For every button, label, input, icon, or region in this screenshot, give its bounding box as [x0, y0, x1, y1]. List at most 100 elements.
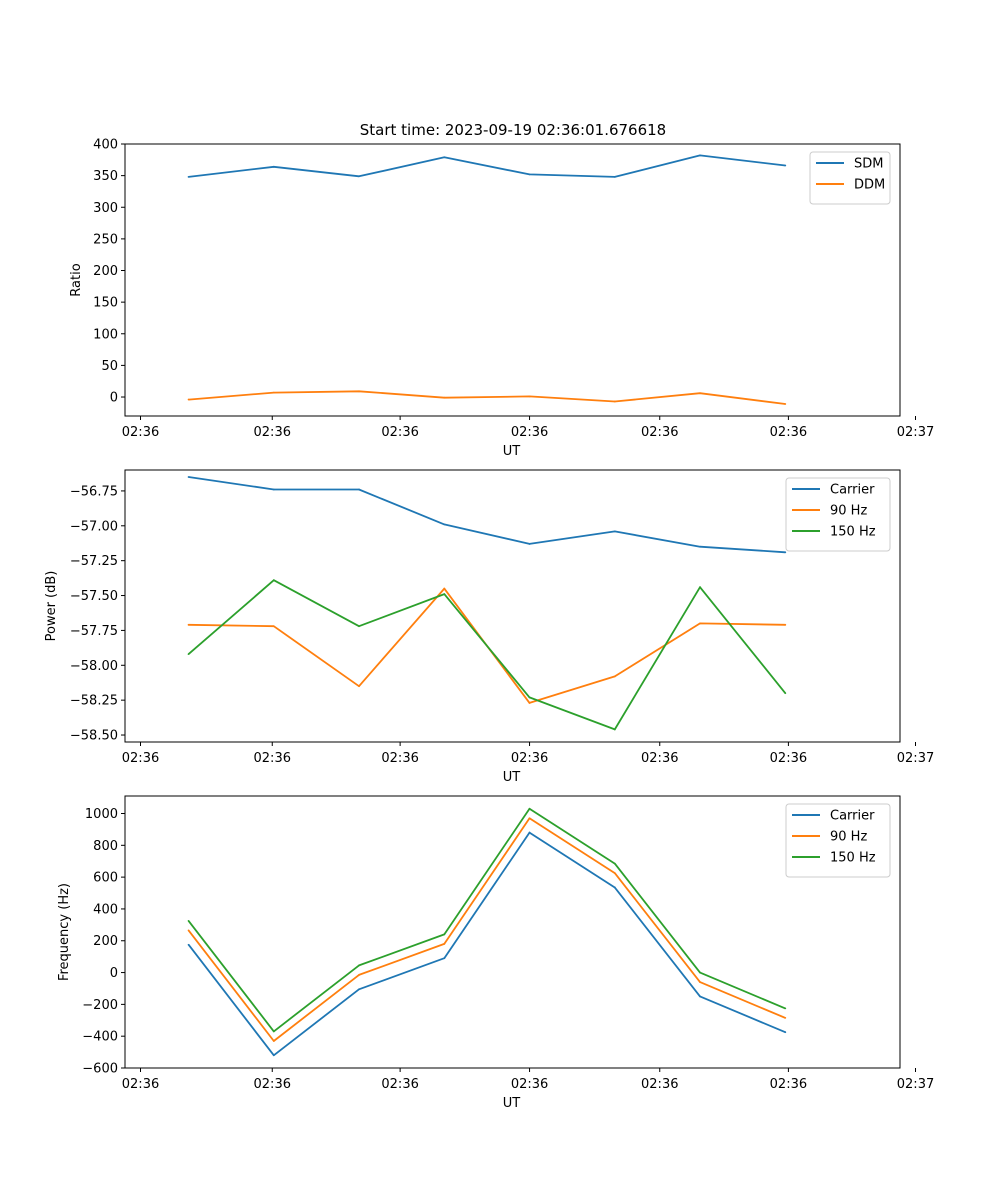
- legend: [785, 803, 891, 878]
- y-tick-label: 400: [93, 138, 118, 153]
- y-tick-label: 100: [93, 327, 118, 342]
- y-tick-label: 1000: [85, 807, 118, 822]
- data-point: [272, 579, 275, 582]
- x-tick-label: 02:36: [381, 425, 418, 440]
- data-point: [443, 933, 446, 936]
- data-point: [272, 391, 275, 394]
- x-axis-label: UT: [503, 444, 521, 459]
- y-tick-label: −58.25: [70, 694, 118, 709]
- data-point: [358, 988, 360, 991]
- data-point: [613, 862, 616, 865]
- data-point: [613, 175, 616, 178]
- data-point: [443, 593, 446, 596]
- x-tick-label: 02:36: [770, 751, 807, 766]
- y-tick-label: −57.75: [70, 624, 118, 639]
- data-point: [358, 625, 360, 628]
- data-point: [528, 543, 531, 545]
- series-line-ddm: [188, 390, 786, 405]
- y-tick-label: 150: [93, 296, 118, 311]
- data-point: [358, 390, 360, 393]
- legend: [809, 151, 891, 205]
- data-point: [699, 392, 701, 395]
- data-point: [784, 692, 787, 695]
- axes-frame: [124, 143, 901, 417]
- data-point: [272, 625, 275, 628]
- data-point: [358, 175, 360, 178]
- data-point: [784, 623, 787, 626]
- y-tick-label: 0: [110, 391, 118, 406]
- y-tick-label: −57.00: [70, 519, 118, 534]
- data-point: [272, 1054, 275, 1057]
- data-point: [699, 971, 701, 974]
- axes-frame: [124, 469, 901, 743]
- legend-label: 150 Hz: [830, 851, 876, 866]
- data-point: [784, 164, 787, 167]
- legend-label: 150 Hz: [830, 525, 876, 540]
- frequency-plot: −600 −400 −200 0 200 400 600 800 1000 02:36 02:36 0…: [57, 795, 934, 1111]
- x-axis-label: UT: [503, 1096, 521, 1111]
- x-tick-label: 02:36: [641, 1077, 678, 1092]
- data-point: [528, 807, 531, 810]
- data-point: [699, 622, 701, 625]
- x-tick-label: 02:36: [511, 751, 548, 766]
- figure-title: Start time: 2023-09-19 02:36:01.676618: [360, 121, 666, 139]
- x-tick-label: 02:37: [897, 425, 934, 440]
- data-point: [443, 587, 446, 590]
- data-point: [699, 154, 701, 157]
- data-point: [443, 523, 446, 526]
- x-tick-label: 02:36: [511, 1077, 548, 1092]
- series-line-sdm: [188, 154, 786, 178]
- y-tick-label: 350: [93, 169, 118, 184]
- legend-label: DDM: [854, 178, 885, 193]
- data-point: [187, 398, 190, 401]
- x-tick-label: 02:36: [122, 1077, 159, 1092]
- data-point: [443, 943, 446, 945]
- data-point: [272, 1030, 275, 1033]
- y-tick-label: −600: [82, 1062, 118, 1077]
- data-point: [528, 173, 531, 176]
- y-axis-label: Power (dB): [44, 571, 59, 642]
- data-point: [272, 488, 275, 491]
- data-point: [528, 831, 531, 834]
- axes-frame: [124, 795, 901, 1069]
- data-point: [187, 653, 190, 656]
- series-line-150-hz: [187, 807, 786, 1033]
- data-point: [528, 702, 531, 704]
- x-tick-label: 02:36: [381, 1077, 418, 1092]
- data-point: [613, 530, 616, 533]
- x-tick-label: 02:36: [511, 425, 548, 440]
- legend-label: 90 Hz: [830, 830, 867, 845]
- data-point: [443, 396, 446, 399]
- y-tick-label: 300: [93, 201, 118, 216]
- series-line-carrier: [188, 476, 786, 554]
- ratio-plot: 0 50 100 150 200 250 300 350 400 02:36 02:36 02:36 0…: [69, 138, 934, 460]
- y-tick-label: −400: [82, 1030, 118, 1045]
- data-point: [699, 545, 701, 548]
- data-point: [613, 872, 616, 875]
- data-point: [613, 400, 616, 403]
- data-point: [187, 919, 190, 922]
- legend-label: Carrier: [830, 483, 875, 498]
- y-tick-label: 200: [93, 264, 118, 279]
- series-line-150-hz: [188, 579, 787, 731]
- x-tick-label: 02:36: [770, 1077, 807, 1092]
- x-tick-label: 02:36: [641, 751, 678, 766]
- legend: [785, 477, 891, 552]
- data-point: [699, 981, 701, 984]
- data-point: [784, 1016, 787, 1019]
- data-point: [443, 156, 446, 159]
- data-point: [358, 685, 360, 688]
- y-tick-label: −57.50: [70, 589, 118, 604]
- data-point: [784, 1007, 787, 1010]
- series-line-90-hz: [187, 817, 786, 1042]
- data-point: [613, 728, 616, 731]
- y-tick-label: −200: [82, 998, 118, 1013]
- y-tick-label: 400: [93, 902, 118, 917]
- data-point: [187, 623, 190, 626]
- x-tick-label: 02:36: [122, 751, 159, 766]
- data-point: [613, 675, 616, 678]
- y-tick-label: −58.50: [70, 729, 118, 744]
- x-axis-label: UT: [503, 770, 521, 785]
- series-line-carrier: [187, 831, 786, 1057]
- y-tick-label: −57.25: [70, 554, 118, 569]
